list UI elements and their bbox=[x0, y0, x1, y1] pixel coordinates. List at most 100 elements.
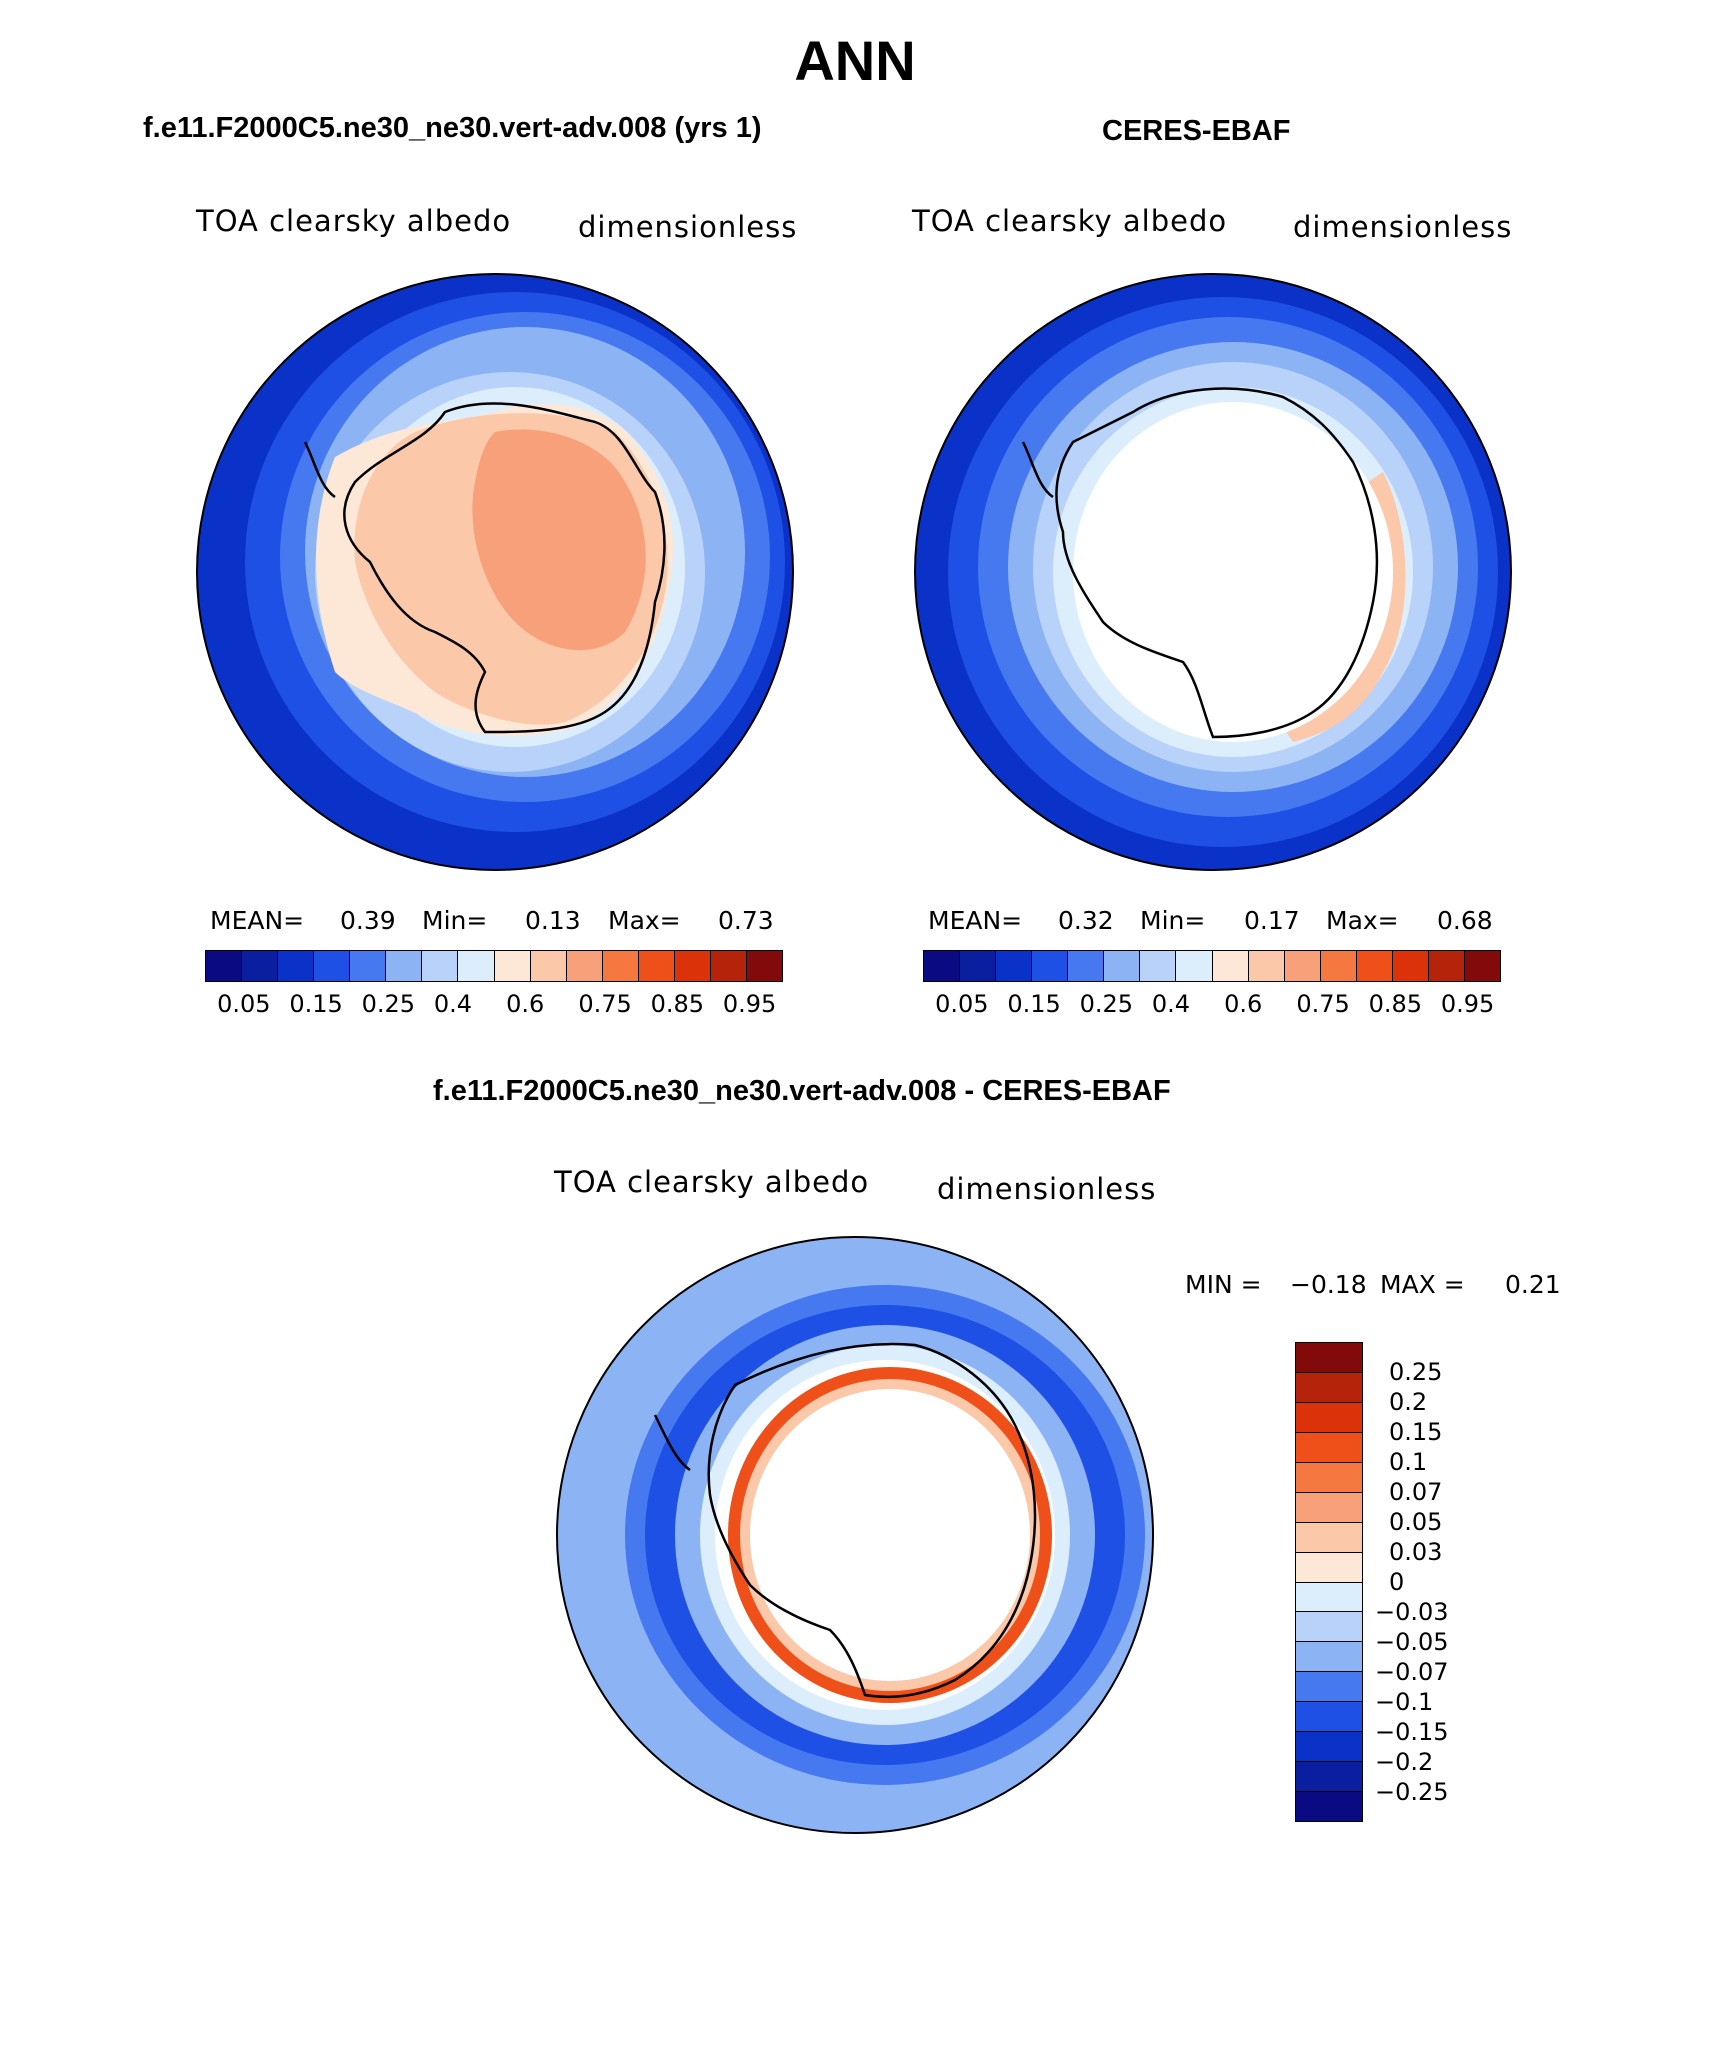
model-max-value: 0.73 bbox=[718, 906, 774, 935]
diff-colorbar-swatch bbox=[1296, 1432, 1362, 1463]
diff-colorbar-swatch bbox=[1296, 1612, 1362, 1643]
colorbar-tick-label: 0.15 bbox=[289, 990, 343, 1018]
colorbar-tick-label: 0.6 bbox=[506, 990, 545, 1018]
diff-colorbar-swatch bbox=[1296, 1732, 1362, 1763]
diff-min-value: −0.18 bbox=[1290, 1270, 1367, 1299]
colorbar-tick-label: 0.05 bbox=[935, 990, 989, 1018]
diff-colorbar-tick-label: 0.05 bbox=[1389, 1508, 1443, 1536]
diff-colorbar bbox=[1295, 1342, 1363, 1822]
model-polar-map bbox=[196, 273, 794, 871]
diff-colorbar-tick-label: 0.15 bbox=[1389, 1418, 1443, 1446]
model-min-label: Min= bbox=[422, 906, 488, 935]
diff-units-label: dimensionless bbox=[937, 1172, 1157, 1206]
model-colorbar bbox=[205, 950, 783, 982]
colorbar-tick-label: 0.4 bbox=[1151, 990, 1191, 1018]
diff-colorbar-swatch bbox=[1296, 1343, 1362, 1373]
colorbar-tick-label: 0.4 bbox=[433, 990, 473, 1018]
obs-coastal-ice-band bbox=[1283, 472, 1406, 742]
model-colorbar-ticks: 0.05 0.15 0.25 0.4 0.6 0.75 0.85 0.95 bbox=[205, 990, 783, 1020]
diff-colorbar-tick-label: −0.15 bbox=[1375, 1718, 1449, 1746]
obs-max-value: 0.68 bbox=[1437, 906, 1493, 935]
diff-colorbar-swatch bbox=[1296, 1402, 1362, 1433]
obs-coastline bbox=[1055, 387, 1379, 739]
diff-min-label: MIN = bbox=[1185, 1270, 1262, 1299]
diff-colorbar-tick-label: −0.03 bbox=[1375, 1598, 1449, 1626]
obs-min-value: 0.17 bbox=[1244, 906, 1300, 935]
colorbar-swatch bbox=[1284, 951, 1321, 981]
diff-polar-map bbox=[556, 1236, 1154, 1834]
diff-colorbar-swatch bbox=[1296, 1672, 1362, 1703]
colorbar-swatch bbox=[1104, 951, 1141, 981]
colorbar-tick-label: 0.15 bbox=[1007, 990, 1061, 1018]
colorbar-swatch bbox=[960, 951, 997, 981]
diff-coastline bbox=[707, 1342, 1037, 1699]
diff-colorbar-tick-label: −0.2 bbox=[1375, 1748, 1434, 1776]
colorbar-swatch bbox=[1356, 951, 1393, 981]
colorbar-swatch bbox=[530, 951, 567, 981]
colorbar-swatch bbox=[350, 951, 387, 981]
colorbar-tick-label: 0.6 bbox=[1224, 990, 1263, 1018]
colorbar-swatch bbox=[1464, 951, 1500, 981]
diff-variable-label: TOA clearsky albedo bbox=[554, 1165, 870, 1199]
figure-title: ANN bbox=[794, 29, 916, 92]
diff-colorbar-tick-label: −0.05 bbox=[1375, 1628, 1449, 1656]
colorbar-swatch bbox=[494, 951, 531, 981]
colorbar-swatch bbox=[206, 951, 243, 981]
model-coastline bbox=[343, 402, 666, 734]
diff-colorbar-ticks: 0.25 0.2 0.15 0.1 0.07 0.05 0.03 0 −0.03 −0.05 −0.… bbox=[1375, 1342, 1485, 1822]
diff-no-data-region bbox=[750, 1389, 1030, 1681]
obs-max-label: Max= bbox=[1326, 906, 1399, 935]
diff-colorbar-swatch bbox=[1296, 1642, 1362, 1673]
diff-colorbar-swatch bbox=[1296, 1792, 1362, 1821]
diff-colorbar-swatch bbox=[1296, 1762, 1362, 1793]
diff-colorbar-tick-label: −0.07 bbox=[1375, 1658, 1449, 1686]
diff-max-label: MAX = bbox=[1380, 1270, 1465, 1299]
model-max-label: Max= bbox=[608, 906, 681, 935]
colorbar-tick-label: 0.85 bbox=[1368, 990, 1423, 1018]
model-interior-high-albedo bbox=[472, 429, 646, 651]
colorbar-swatch bbox=[1428, 951, 1465, 981]
colorbar-swatch bbox=[1212, 951, 1249, 981]
diff-colorbar-swatch bbox=[1296, 1702, 1362, 1733]
colorbar-swatch bbox=[710, 951, 747, 981]
model-mean-value: 0.39 bbox=[340, 906, 396, 935]
obs-colorbar bbox=[923, 950, 1501, 982]
obs-no-data-region bbox=[1073, 402, 1393, 742]
obs-min-label: Min= bbox=[1140, 906, 1206, 935]
colorbar-swatch bbox=[638, 951, 675, 981]
model-variable-label: TOA clearsky albedo bbox=[196, 204, 512, 238]
colorbar-tick-label: 0.85 bbox=[650, 990, 705, 1018]
obs-colorbar-ticks: 0.05 0.15 0.25 0.4 0.6 0.75 0.85 0.95 bbox=[923, 990, 1501, 1020]
diff-colorbar-tick-label: 0.07 bbox=[1389, 1478, 1443, 1506]
diff-colorbar-tick-label: 0 bbox=[1389, 1568, 1405, 1596]
colorbar-swatch bbox=[1248, 951, 1285, 981]
colorbar-tick-label: 0.05 bbox=[217, 990, 271, 1018]
colorbar-tick-label: 0.95 bbox=[722, 990, 777, 1018]
colorbar-swatch bbox=[386, 951, 423, 981]
colorbar-swatch bbox=[746, 951, 782, 981]
colorbar-swatch bbox=[1176, 951, 1213, 981]
obs-mean-label: MEAN= bbox=[928, 906, 1023, 935]
colorbar-tick-label: 0.75 bbox=[578, 990, 632, 1018]
diff-colorbar-swatch bbox=[1296, 1582, 1362, 1613]
colorbar-tick-label: 0.25 bbox=[361, 990, 416, 1018]
colorbar-swatch bbox=[1140, 951, 1177, 981]
colorbar-swatch bbox=[566, 951, 603, 981]
model-mean-label: MEAN= bbox=[210, 906, 305, 935]
obs-variable-label: TOA clearsky albedo bbox=[912, 204, 1228, 238]
obs-panel-title: CERES-EBAF bbox=[1102, 115, 1291, 147]
colorbar-swatch bbox=[458, 951, 495, 981]
obs-mean-value: 0.32 bbox=[1058, 906, 1114, 935]
obs-polar-map bbox=[914, 273, 1512, 871]
colorbar-swatch bbox=[278, 951, 315, 981]
diff-colorbar-swatch bbox=[1296, 1522, 1362, 1553]
diff-colorbar-tick-label: −0.25 bbox=[1375, 1778, 1449, 1806]
colorbar-tick-label: 0.25 bbox=[1079, 990, 1134, 1018]
diff-colorbar-swatch bbox=[1296, 1372, 1362, 1403]
colorbar-tick-label: 0.75 bbox=[1296, 990, 1350, 1018]
colorbar-swatch bbox=[1032, 951, 1069, 981]
diff-colorbar-tick-label: 0.25 bbox=[1389, 1358, 1443, 1386]
model-panel-title: f.e11.F2000C5.ne30_ne30.vert-adv.008 (yr… bbox=[143, 112, 762, 144]
model-units-label: dimensionless bbox=[578, 210, 798, 244]
colorbar-swatch bbox=[1320, 951, 1357, 981]
